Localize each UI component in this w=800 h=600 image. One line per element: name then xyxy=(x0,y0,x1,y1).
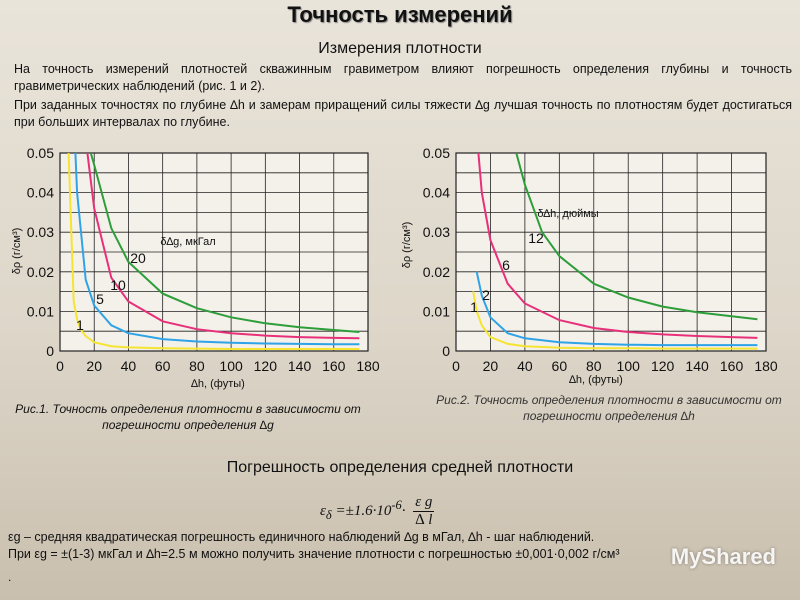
series-line-6 xyxy=(477,153,758,339)
y-axis-label: δρ (г/см³) xyxy=(401,222,413,269)
x-tick-label: 180 xyxy=(754,358,778,374)
series-line-10 xyxy=(86,153,360,340)
x-tick-label: 160 xyxy=(322,358,346,374)
figure-1-caption: Рис.1. Точность определения плотности в … xyxy=(15,402,361,432)
section-subtitle: Измерения плотности xyxy=(318,40,482,57)
result-paragraph: При εg = ±(1-3) мкГал и ∆h=2.5 м можно п… xyxy=(8,547,620,561)
series-label-1: 1 xyxy=(470,299,478,315)
series-label-2: 2 xyxy=(482,287,490,303)
series-line-1 xyxy=(67,153,360,350)
series-label-1: 1 xyxy=(76,317,84,333)
y-axis-label: δρ (г/см³) xyxy=(11,228,23,275)
series-label-10: 10 xyxy=(110,277,126,293)
x-tick-label: 20 xyxy=(86,358,102,374)
series-line-5 xyxy=(74,153,360,346)
x-tick-label: 60 xyxy=(155,358,171,374)
x-axis-label: ∆h, (футы) xyxy=(569,374,623,386)
y-tick-label: 0 xyxy=(442,343,450,359)
legend-title: δ∆g, мкГал xyxy=(160,236,215,248)
series-line-20 xyxy=(89,153,360,333)
series-label-12: 12 xyxy=(528,230,544,246)
y-tick-label: 0.03 xyxy=(423,224,450,240)
chart-density-vs-dh: 0 0.01 0.02 0.03 0.04 0.05 0 20 40 60 80 100 120 140 1… xyxy=(401,145,778,386)
legend-title: δ∆h, дюймы xyxy=(537,208,598,220)
series-line-1 xyxy=(472,291,758,350)
x-tick-label: 160 xyxy=(720,358,744,374)
x-tick-label: 60 xyxy=(552,358,568,374)
page-title: Точность измерений xyxy=(287,2,513,27)
chart-density-vs-dg: 00.010.020.030.040.050 20 40 60 80 100 120 140 1… xyxy=(11,145,380,390)
figure-2-caption: Рис.2. Точность определения плотности в … xyxy=(436,393,782,423)
series-label-20: 20 xyxy=(130,250,146,266)
formula-exp: -6 xyxy=(391,497,402,512)
y-tick-label: 0.05 xyxy=(27,145,54,161)
trailing-dot: . xyxy=(8,570,12,584)
series-label-5: 5 xyxy=(96,291,104,307)
x-tick-label: 120 xyxy=(651,358,675,374)
x-tick-label: 140 xyxy=(685,358,709,374)
formula-numerator: ε g xyxy=(413,494,435,512)
x-tick-label: 40 xyxy=(121,358,137,374)
watermark-logo: MyShared xyxy=(670,544,776,569)
y-tick-label: 0.03 xyxy=(27,224,54,240)
x-tick-label: 40 xyxy=(517,358,533,374)
x-tick-label: 120 xyxy=(254,358,278,374)
intro-paragraph-1: На точность измерений плотностей скважин… xyxy=(14,62,792,93)
section-title: Погрешность определения средней плотност… xyxy=(226,459,574,476)
formula-coef: =±1.6·10 xyxy=(335,502,392,519)
y-tick-label: 0.01 xyxy=(27,303,54,319)
series-label-6: 6 xyxy=(502,257,510,273)
x-tick-label: 0 xyxy=(56,358,64,374)
y-tick-label: 0 xyxy=(46,343,54,359)
series-line-12 xyxy=(515,153,758,321)
x-tick-label: 80 xyxy=(586,358,602,374)
y-tick-label: 0.04 xyxy=(423,185,450,201)
y-tick-label: 0.05 xyxy=(423,145,450,161)
x-tick-label: 100 xyxy=(219,358,243,374)
y-tick-label: 0.02 xyxy=(27,264,54,280)
x-axis-label: ∆h, (футы) xyxy=(191,378,245,390)
x-tick-label: 20 xyxy=(483,358,499,374)
formula-lhs-sub: δ xyxy=(325,507,332,522)
explanation-paragraph: εg – средняя квадратическая погрешность … xyxy=(8,530,595,544)
x-tick-label: 0 xyxy=(452,358,460,374)
y-tick-label: 0.01 xyxy=(423,303,450,319)
x-tick-label: 180 xyxy=(356,358,380,374)
x-tick-label: 80 xyxy=(189,358,205,374)
formula-denominator: ∆ l xyxy=(415,512,433,528)
x-tick-label: 100 xyxy=(617,358,641,374)
formula-fraction: ε g ∆ l xyxy=(413,494,435,529)
x-tick-label: 140 xyxy=(288,358,312,374)
series-line-2 xyxy=(475,271,758,347)
y-tick-label: 0.02 xyxy=(423,264,450,280)
formula: εδ =±1.6·10-6· ε g ∆ l xyxy=(320,494,435,529)
intro-paragraph-2: При заданных точностях по глубине ∆h и з… xyxy=(14,98,792,129)
y-tick-label: 0.04 xyxy=(27,185,54,201)
formula-lhs: ε xyxy=(320,502,326,519)
